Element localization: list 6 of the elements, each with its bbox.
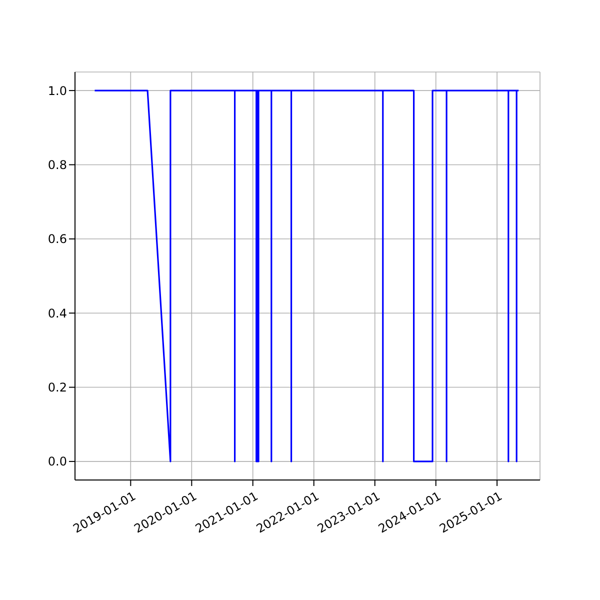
y-tick-label: 0.6 [48, 232, 67, 246]
y-tick-label: 0.8 [48, 158, 67, 172]
y-tick-label: 0.2 [48, 380, 67, 395]
y-tick-label: 0.4 [48, 306, 67, 320]
y-tick-label: 0.0 [48, 454, 67, 469]
y-tick-label: 1.0 [48, 84, 67, 98]
